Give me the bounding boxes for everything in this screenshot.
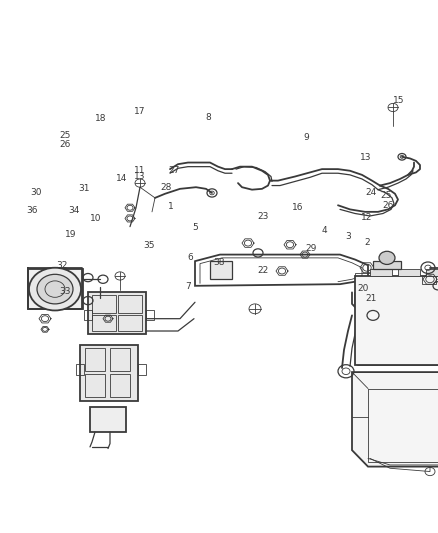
Bar bbox=[146, 310, 154, 320]
Bar bbox=[118, 314, 142, 331]
Text: 24: 24 bbox=[366, 188, 377, 197]
Polygon shape bbox=[352, 372, 438, 466]
Text: 4: 4 bbox=[321, 226, 327, 235]
Text: 28: 28 bbox=[160, 183, 171, 192]
Bar bbox=[370, 269, 392, 276]
Ellipse shape bbox=[29, 268, 81, 310]
Text: 32: 32 bbox=[57, 261, 68, 270]
Text: 18: 18 bbox=[95, 114, 106, 123]
Bar bbox=[84, 310, 92, 320]
Text: 16: 16 bbox=[292, 203, 304, 212]
Text: 31: 31 bbox=[78, 184, 90, 193]
Bar bbox=[398, 269, 420, 276]
Text: 27: 27 bbox=[169, 166, 180, 175]
Text: 21: 21 bbox=[366, 294, 377, 303]
Text: 8: 8 bbox=[205, 113, 211, 122]
Text: 10: 10 bbox=[90, 214, 101, 223]
Text: 1: 1 bbox=[168, 201, 174, 211]
Text: 2: 2 bbox=[364, 238, 370, 247]
Ellipse shape bbox=[379, 251, 395, 264]
Text: 5: 5 bbox=[192, 223, 198, 231]
Text: 13: 13 bbox=[134, 172, 145, 181]
Bar bbox=[28, 269, 83, 309]
Text: 26: 26 bbox=[382, 201, 394, 209]
Bar bbox=[138, 364, 146, 375]
Text: 13: 13 bbox=[360, 154, 371, 163]
Bar bbox=[92, 314, 116, 331]
Text: 26: 26 bbox=[59, 140, 71, 149]
Text: 6: 6 bbox=[187, 253, 194, 262]
Bar bbox=[210, 261, 232, 279]
Text: 29: 29 bbox=[305, 245, 317, 254]
Bar bbox=[110, 348, 130, 372]
Text: 25: 25 bbox=[381, 191, 392, 200]
Text: 17: 17 bbox=[134, 107, 146, 116]
Bar bbox=[118, 295, 142, 313]
Text: 20: 20 bbox=[357, 284, 368, 293]
Bar bbox=[85, 374, 105, 397]
Text: 11: 11 bbox=[134, 166, 145, 175]
Bar bbox=[355, 276, 438, 365]
Ellipse shape bbox=[37, 274, 73, 304]
Text: 22: 22 bbox=[257, 266, 268, 276]
Text: 35: 35 bbox=[143, 241, 155, 250]
Text: 38: 38 bbox=[213, 259, 225, 268]
Bar bbox=[85, 348, 105, 372]
Bar bbox=[426, 269, 438, 276]
Text: 34: 34 bbox=[68, 206, 79, 215]
Bar bbox=[90, 407, 126, 432]
Text: 7: 7 bbox=[185, 282, 191, 290]
Bar bbox=[422, 276, 436, 284]
Bar bbox=[76, 364, 84, 375]
Text: 36: 36 bbox=[26, 206, 37, 215]
Text: 23: 23 bbox=[257, 212, 268, 221]
Text: 12: 12 bbox=[361, 213, 373, 222]
Bar bbox=[355, 273, 379, 284]
Bar bbox=[92, 295, 116, 313]
Bar bbox=[110, 374, 130, 397]
Text: 33: 33 bbox=[59, 287, 71, 296]
Text: 19: 19 bbox=[65, 230, 77, 239]
Bar bbox=[88, 292, 146, 334]
Text: 15: 15 bbox=[393, 95, 404, 104]
Bar bbox=[80, 345, 138, 401]
Text: 14: 14 bbox=[116, 174, 127, 183]
Text: 9: 9 bbox=[304, 133, 310, 142]
Text: 30: 30 bbox=[30, 188, 42, 197]
Text: 3: 3 bbox=[346, 232, 352, 241]
Bar bbox=[373, 261, 401, 269]
Text: 25: 25 bbox=[59, 131, 71, 140]
